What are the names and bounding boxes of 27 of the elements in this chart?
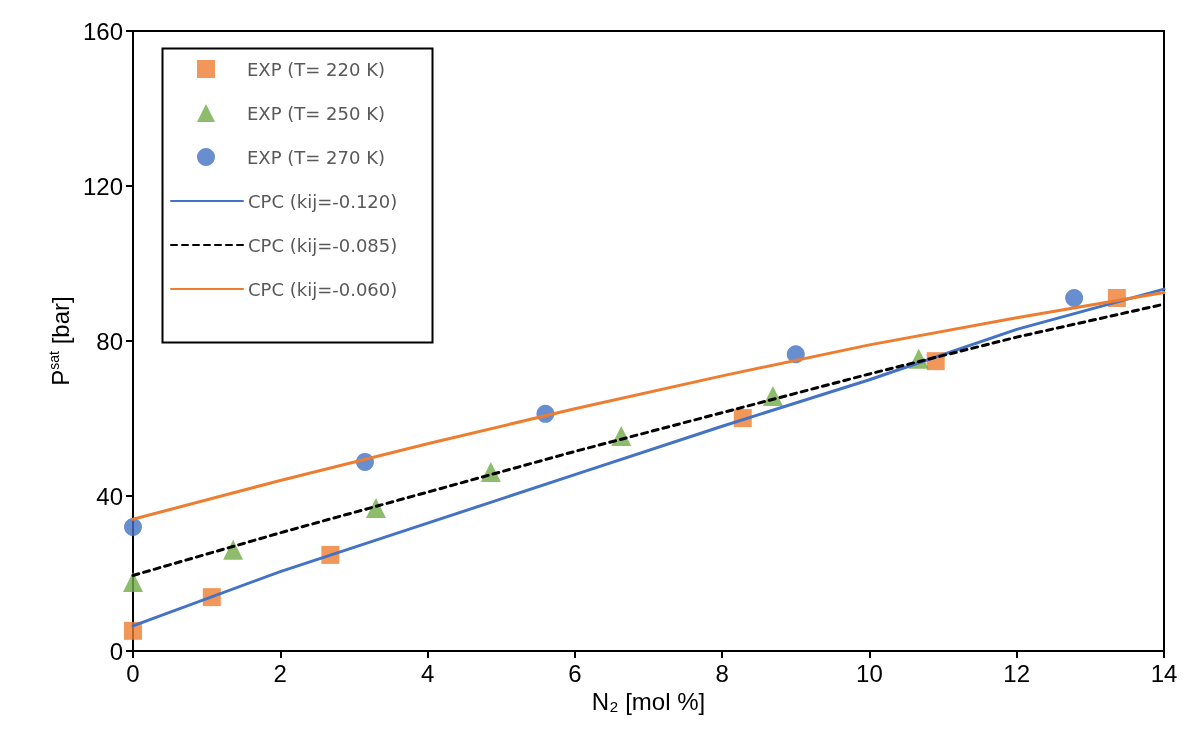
y-tick-label: 80 [96,327,123,355]
legend-label: CPC (kij=-0.085) [248,234,398,256]
legend-label: EXP (T= 250 K) [247,102,386,124]
x-tick-label: 0 [126,659,140,687]
x-tick-label: 14 [1150,659,1178,687]
x-tick-label: 8 [715,659,729,687]
legend-label: EXP (T= 220 K) [247,58,386,80]
point [124,518,142,536]
x-tick-label: 12 [1003,659,1031,687]
legend-label: CPC (kij=-0.060) [248,278,398,300]
point [1065,288,1084,307]
x-tick-label: 6 [568,659,582,687]
point [124,621,142,640]
y-tick-label: 120 [82,172,123,200]
y-axis-title: Psat [bar] [46,296,74,386]
x-tick-label: 2 [273,659,287,687]
x-axis-title: N₂ [mol %] [591,688,706,716]
legend-label: EXP (T= 270 K) [247,146,386,168]
point [366,498,387,519]
x-tick-label: 4 [420,659,435,687]
y-tick-label: 160 [82,17,123,45]
y-tick-label: 0 [109,637,123,665]
legend-label: CPC (kij=-0.120) [248,190,398,212]
y-tick-label: 40 [96,482,123,510]
point [223,539,244,560]
point [123,572,143,593]
x-tick-label: 10 [856,659,883,687]
